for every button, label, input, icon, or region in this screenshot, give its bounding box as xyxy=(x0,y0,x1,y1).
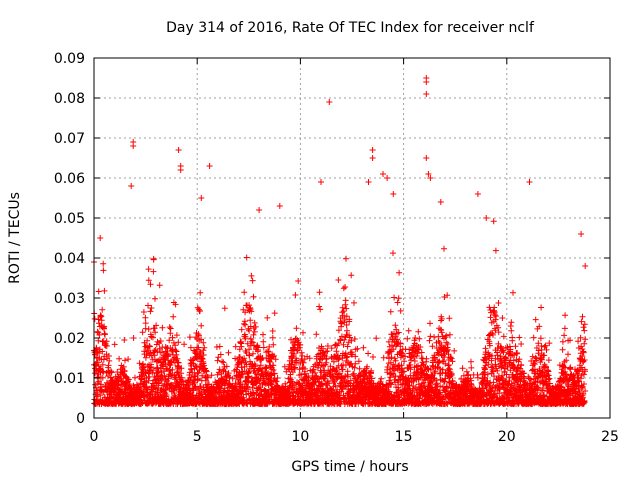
y-tick-label: 0.09 xyxy=(54,51,85,67)
x-tick-label: 10 xyxy=(291,429,309,445)
axis-ticks: 0 0.01 0.02 0.03 0.04 0.05 0.06 0.07 0.08 0.09 0 5 1… xyxy=(54,51,619,445)
roti-point xyxy=(91,75,589,407)
y-tick-label: 0.04 xyxy=(54,251,85,267)
x-tick-label: 25 xyxy=(601,429,619,445)
x-tick-label: 5 xyxy=(193,429,202,445)
y-tick-label: 0.07 xyxy=(54,131,85,147)
y-tick-label: 0.03 xyxy=(54,291,85,307)
x-axis-label: GPS time / hours xyxy=(291,459,408,475)
y-tick-label: 0.02 xyxy=(54,331,85,347)
plot-frame xyxy=(93,57,611,419)
y-tick-label: 0.01 xyxy=(54,371,85,387)
y-axis-label: ROTI / TECUs xyxy=(7,192,23,284)
y-tick-label: 0.08 xyxy=(54,91,85,107)
x-tick-label: 15 xyxy=(395,429,413,445)
y-tick-label: 0.06 xyxy=(54,171,85,187)
y-tick-label: 0 xyxy=(76,411,85,427)
x-tick-label: 20 xyxy=(498,429,516,445)
x-tick-label: 0 xyxy=(90,429,99,445)
grid xyxy=(94,58,610,418)
y-tick-label: 0.05 xyxy=(54,211,85,227)
data-points xyxy=(91,75,589,407)
chart-title: Day 314 of 2016, Rate Of TEC Index for r… xyxy=(166,20,535,36)
